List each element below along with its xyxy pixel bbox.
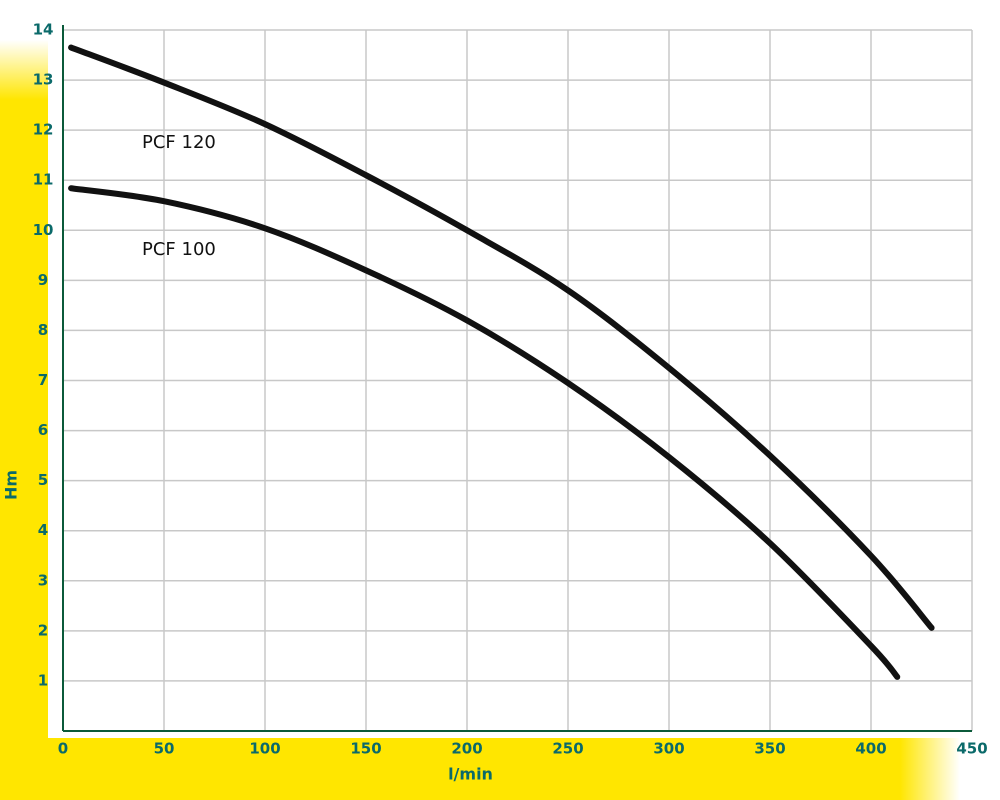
y-tick-label: 9 [38, 271, 48, 289]
y-tick-label: 5 [38, 471, 48, 489]
x-tick-label: 100 [249, 740, 280, 758]
y-tick-label: 6 [38, 421, 48, 439]
y-tick-label: 7 [38, 371, 48, 389]
x-tick-label: 300 [653, 740, 684, 758]
y-tick-label: 11 [33, 171, 54, 189]
x-tick-label: 200 [451, 740, 482, 758]
series-line [68, 185, 901, 680]
y-tick-label: 10 [33, 221, 54, 239]
x-tick-label: 0 [58, 740, 68, 758]
y-tick-label: 8 [38, 321, 48, 339]
series-label: PCF 100 [142, 239, 216, 260]
x-tick-label: 250 [552, 740, 583, 758]
y-tick-label: 4 [38, 521, 48, 539]
background-band [0, 0, 48, 800]
x-axis-label: l/min [448, 765, 493, 784]
series-label: PCF 120 [142, 132, 216, 153]
x-tick-label: 350 [754, 740, 785, 758]
y-tick-label: 12 [33, 121, 54, 139]
x-tick-label: 50 [154, 740, 175, 758]
x-tick-label: 450 [956, 740, 987, 758]
x-tick-label: 150 [350, 740, 381, 758]
series-line [68, 44, 935, 631]
background-band [0, 738, 1000, 800]
y-tick-label: 13 [33, 71, 54, 89]
y-tick-label: 14 [33, 21, 54, 39]
y-tick-label: 3 [38, 571, 48, 589]
y-tick-label: 2 [38, 621, 48, 639]
y-axis-label: Hm [2, 470, 21, 500]
y-tick-label: 1 [38, 671, 48, 689]
x-tick-label: 400 [855, 740, 886, 758]
